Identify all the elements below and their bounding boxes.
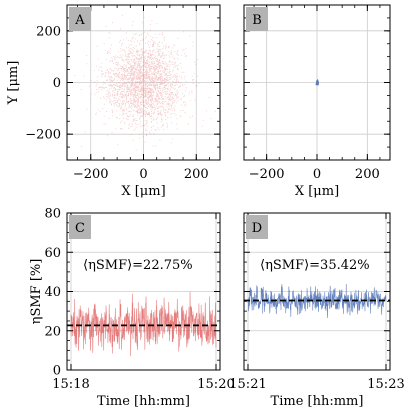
ticks-c xyxy=(67,212,220,371)
tick-labels-b: −200 0 200 xyxy=(249,167,380,182)
svg-text:C: C xyxy=(75,221,85,236)
x-tick-label-c-1: 15:20 xyxy=(197,377,234,392)
y-tick-label-c-2: 40 xyxy=(44,285,61,300)
x-tick-label-a-2: 200 xyxy=(184,167,209,182)
y-tick-label-a-2: 200 xyxy=(36,24,61,39)
series-line-c xyxy=(70,291,217,357)
panel-label-d: D xyxy=(246,215,268,239)
panel-label-b: B xyxy=(246,7,268,31)
y-tick-label-a-0: −200 xyxy=(25,128,61,143)
panel-label-c: C xyxy=(69,215,91,239)
line-d-series xyxy=(247,283,387,319)
panel-c: 0 20 40 60 80 15:18 15:20 C ⟨ηSMF⟩=22.75% Time… xyxy=(29,207,235,410)
tick-labels-c: 0 20 40 60 80 15:18 15:20 xyxy=(44,207,234,393)
x-tick-label-d-1: 15:23 xyxy=(367,377,404,392)
series-line-d xyxy=(247,283,387,319)
y-tick-label-a-1: 0 xyxy=(53,76,61,91)
panel-label-a: A xyxy=(69,7,91,31)
x-tick-label-b-0: −200 xyxy=(249,167,285,182)
x-axis-label-a: X [μm] xyxy=(121,184,165,199)
y-axis-label-c: ηSMF [%] xyxy=(29,259,44,325)
y-tick-label-c-0: 0 xyxy=(53,364,61,379)
x-tick-label-c-0: 15:18 xyxy=(52,377,89,392)
y-tick-label-c-4: 80 xyxy=(44,207,61,222)
svg-text:A: A xyxy=(74,13,85,28)
x-tick-label-a-0: −200 xyxy=(73,167,109,182)
x-tick-label-b-2: 200 xyxy=(355,167,380,182)
x-tick-label-d-0: 15:21 xyxy=(229,377,266,392)
line-c-series xyxy=(70,291,217,357)
x-axis-label-b: X [μm] xyxy=(295,184,339,199)
panel-d: 15:21 15:23 D ⟨ηSMF⟩=35.42% Time [hh:mm] xyxy=(229,212,405,409)
x-axis-label-d: Time [hh:mm] xyxy=(271,394,364,409)
mean-annotation-c: ⟨ηSMF⟩=22.75% xyxy=(83,258,193,273)
panel-a: −200 0 200 −200 0 200 A X [μm] Y [μm] xyxy=(6,4,221,199)
ticks-a xyxy=(67,5,220,160)
scatter-a-points xyxy=(74,14,220,151)
x-axis-label-c: Time [hh:mm] xyxy=(97,394,190,409)
svg-text:B: B xyxy=(252,13,262,28)
mean-annotation-d: ⟨ηSMF⟩=35.42% xyxy=(260,258,370,273)
grid-a xyxy=(67,5,220,160)
y-tick-label-c-1: 20 xyxy=(44,324,61,339)
y-axis-label-a: Y [μm] xyxy=(6,61,21,106)
x-tick-label-b-1: 0 xyxy=(313,167,321,182)
scatter-points-a xyxy=(74,14,220,151)
x-tick-label-a-1: 0 xyxy=(139,167,147,182)
y-tick-label-c-3: 60 xyxy=(44,246,61,261)
scatter-points-b xyxy=(315,79,319,86)
tick-labels-a: −200 0 200 −200 0 200 xyxy=(25,24,208,182)
svg-text:D: D xyxy=(252,221,262,236)
tick-labels-d: 15:21 15:23 xyxy=(229,377,404,392)
ticks-d xyxy=(244,212,390,371)
panel-b: −200 0 200 B X [μm] xyxy=(243,4,391,199)
scatter-b-points xyxy=(315,79,319,86)
